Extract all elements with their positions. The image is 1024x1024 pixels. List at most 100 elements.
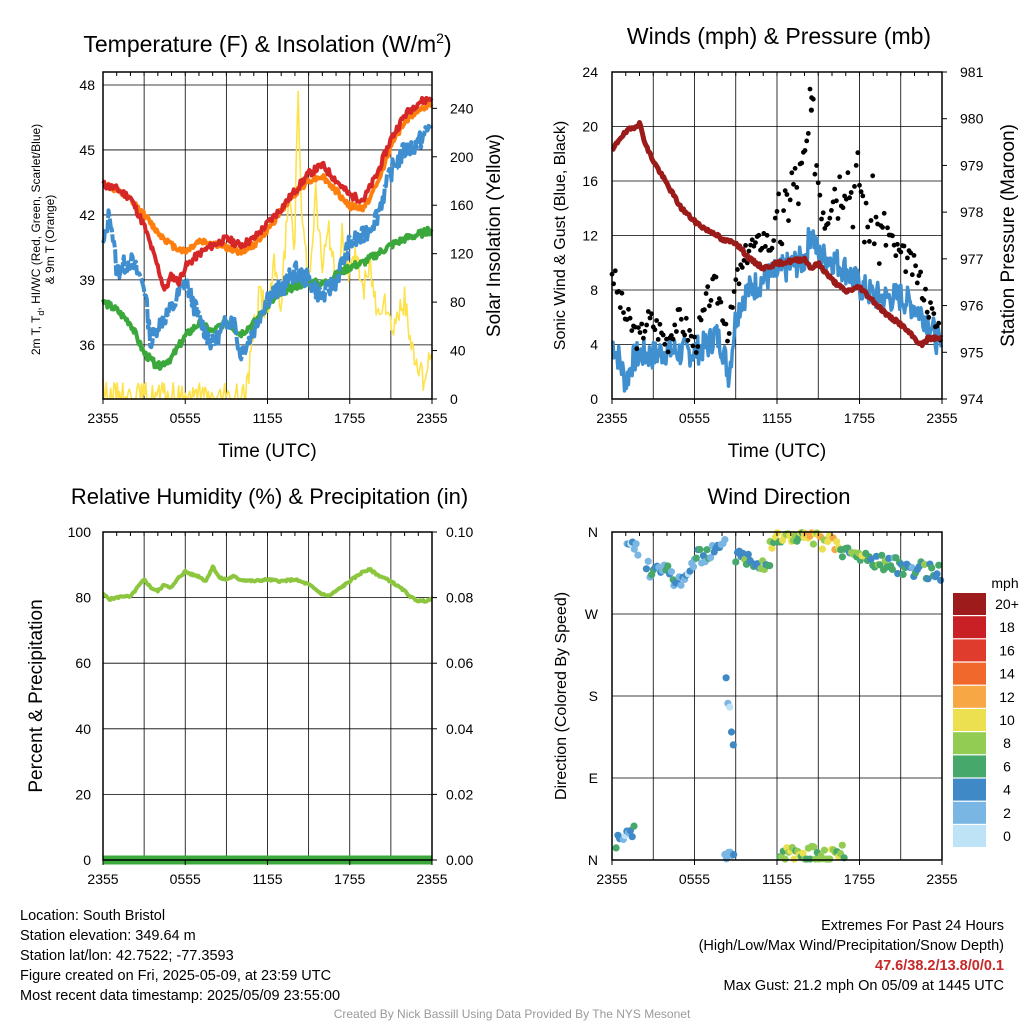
y-axis-label: 2m T, Td, HI/WC (Red, Green, Scarlet/Blu… [29, 124, 46, 355]
gust-point [672, 322, 678, 328]
gust-point [814, 163, 819, 168]
gust-point [853, 163, 859, 168]
chart-title: Wind Direction [707, 484, 850, 509]
y-tick-label: 80 [75, 590, 91, 606]
x-tick-label: 2355 [416, 410, 447, 426]
timestamp-text: Most recent data timestamp: 2025/05/09 2… [20, 988, 341, 1004]
colorbar-label: 18 [999, 619, 1015, 635]
gust-point [805, 131, 811, 136]
chart-title-sup: 2 [436, 30, 444, 46]
direction-point [612, 844, 620, 852]
direction-point [867, 555, 875, 563]
gust-point [617, 305, 623, 310]
direction-point [744, 550, 752, 559]
direction-point [806, 855, 814, 863]
gust-point [807, 86, 813, 92]
gust-point [832, 186, 838, 192]
gust-point [746, 248, 752, 254]
gust-max-point [808, 107, 814, 113]
gust-point [858, 189, 864, 195]
direction-point [933, 570, 941, 578]
direction-point [924, 575, 932, 583]
gust-point [792, 166, 798, 171]
chart-title-end: ) [444, 31, 452, 57]
gust-point [683, 315, 689, 321]
colorbar-swatch [953, 662, 986, 685]
gust-point [629, 328, 635, 333]
gust-point [918, 269, 923, 275]
y-axis-label-part: 2m T, T [29, 315, 43, 355]
gust-point [782, 188, 788, 194]
direction-point [644, 557, 652, 565]
gust-point [781, 208, 786, 214]
direction-point [838, 553, 847, 561]
chart-title-text: Temperature (F) & Insolation (W/m [83, 31, 436, 57]
direction-point [739, 549, 747, 558]
x-tick-label: 1155 [252, 410, 282, 426]
y2-tick-label: 979 [960, 157, 984, 173]
panel-2: 0 4 8 12 16 20 24 974 975 976 977 978 979 980 981 2355 0… [552, 23, 1019, 462]
y-tick-label: 100 [68, 524, 92, 540]
gust-point [786, 218, 791, 224]
gust-point [857, 182, 862, 188]
gust-point [914, 280, 920, 286]
gust-point [929, 306, 935, 311]
gust-point [674, 329, 679, 334]
gust-point [619, 290, 625, 296]
gust-point [713, 274, 719, 280]
gust-point [733, 277, 739, 283]
gust-point [810, 96, 816, 102]
gust-point [626, 306, 631, 312]
colorbar-swatch [953, 732, 986, 755]
gust-point [735, 267, 740, 272]
y-tick-label: N [588, 524, 598, 540]
x-tick-label: 2355 [596, 871, 627, 887]
direction-point [768, 544, 776, 552]
chart-title: Winds (mph) & Pressure (mb) [627, 23, 931, 49]
latlon-text: Station lat/lon: 42.7522; -77.3593 [20, 948, 234, 964]
y2-tick-label: 0.04 [446, 721, 473, 737]
direction-point [722, 674, 730, 682]
gust-point [756, 232, 762, 238]
direction-point [838, 841, 846, 849]
colorbar-label: 10 [999, 712, 1015, 728]
x-tick-label: 0555 [679, 871, 710, 887]
gust-point [718, 299, 724, 305]
gust-point [779, 241, 785, 247]
gust-point [880, 225, 885, 230]
y2-tick-label: 974 [960, 391, 984, 407]
x-tick-label: 1755 [334, 871, 365, 887]
gust-point [695, 344, 701, 349]
gust-point [642, 328, 648, 334]
direction-point [696, 545, 704, 554]
y-tick-label: W [585, 606, 599, 622]
colorbar-title: mph [991, 575, 1018, 591]
y-axis-label: Percent & Precipitation [26, 599, 47, 792]
gust-point [868, 218, 874, 223]
extremes-info: Extremes For Past 24 Hours (High/Low/Max… [699, 916, 1004, 996]
gust-point [834, 198, 839, 204]
gust-point [923, 286, 928, 292]
y-tick-label: 12 [582, 228, 598, 244]
gust-point [657, 321, 663, 327]
direction-point [703, 546, 711, 554]
gust-point [784, 192, 790, 197]
direction-point [677, 581, 685, 589]
gust-point [634, 346, 640, 352]
gust-point [829, 208, 834, 213]
direction-point [781, 855, 789, 863]
gust-point [637, 330, 643, 335]
direction-point [810, 843, 818, 851]
gust-point [815, 180, 821, 186]
gust-point [682, 332, 687, 338]
pressure-series-line [610, 120, 944, 349]
temp-series-line-1 [102, 100, 434, 256]
y2-tick-label: 200 [450, 149, 474, 165]
direction-point [937, 576, 945, 584]
gust-point [690, 343, 696, 349]
gust-point [665, 349, 671, 355]
y-axis-label: Direction (Colored By Speed) [553, 592, 570, 800]
colorbar-swatch [953, 801, 986, 824]
y2-tick-label: 977 [960, 251, 984, 267]
direction-point [878, 551, 886, 559]
